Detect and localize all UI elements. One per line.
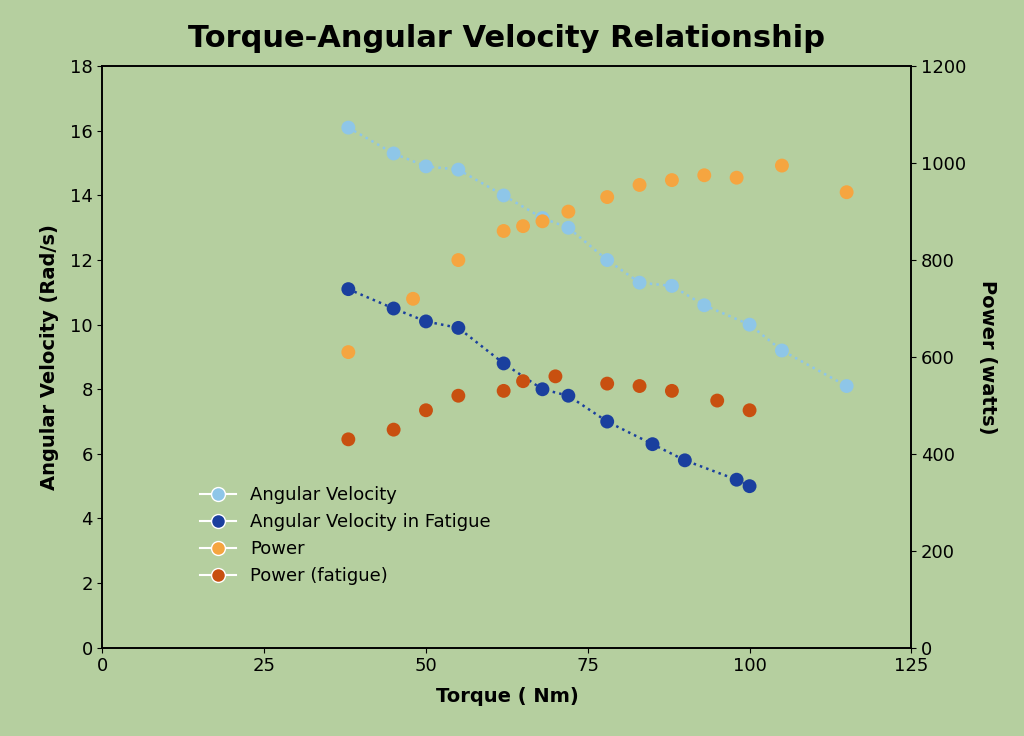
Point: [696, 300, 713, 311]
Point: [728, 474, 744, 486]
Point: [839, 380, 855, 392]
Point: [677, 454, 693, 466]
Point: [418, 160, 434, 172]
Y-axis label: Angular Velocity (Rad/s): Angular Velocity (Rad/s): [40, 224, 58, 490]
Title: Torque-Angular Velocity Relationship: Torque-Angular Velocity Relationship: [188, 24, 825, 53]
Point: [632, 380, 648, 392]
Point: [340, 434, 356, 445]
Point: [535, 216, 551, 227]
Point: [728, 171, 744, 183]
Point: [496, 190, 512, 202]
Point: [340, 346, 356, 358]
Point: [515, 375, 531, 387]
Point: [340, 121, 356, 133]
Point: [418, 404, 434, 416]
Point: [496, 225, 512, 237]
Point: [599, 254, 615, 266]
Point: [774, 344, 791, 356]
Point: [418, 316, 434, 328]
Point: [599, 378, 615, 389]
Point: [632, 277, 648, 289]
Point: [664, 280, 680, 291]
Point: [496, 358, 512, 369]
Point: [404, 293, 421, 305]
Point: [664, 385, 680, 397]
Point: [696, 169, 713, 181]
Point: [599, 191, 615, 203]
Point: [741, 404, 758, 416]
Point: [385, 424, 401, 436]
X-axis label: Torque ( Nm): Torque ( Nm): [435, 687, 579, 706]
Point: [515, 220, 531, 232]
Point: [451, 322, 467, 334]
Point: [560, 222, 577, 233]
Point: [599, 416, 615, 428]
Point: [535, 383, 551, 395]
Point: [535, 212, 551, 224]
Point: [741, 481, 758, 492]
Point: [451, 254, 467, 266]
Point: [709, 394, 725, 406]
Point: [385, 147, 401, 159]
Point: [839, 186, 855, 198]
Point: [560, 205, 577, 217]
Point: [664, 174, 680, 186]
Point: [774, 160, 791, 171]
Point: [560, 390, 577, 402]
Point: [632, 179, 648, 191]
Point: [451, 390, 467, 402]
Point: [547, 370, 563, 382]
Point: [385, 302, 401, 314]
Y-axis label: Power (watts): Power (watts): [978, 280, 997, 434]
Point: [644, 438, 660, 450]
Point: [451, 163, 467, 175]
Legend: Angular Velocity, Angular Velocity in Fatigue, Power, Power (fatigue): Angular Velocity, Angular Velocity in Fa…: [193, 478, 498, 592]
Point: [741, 319, 758, 330]
Point: [496, 385, 512, 397]
Point: [340, 283, 356, 295]
